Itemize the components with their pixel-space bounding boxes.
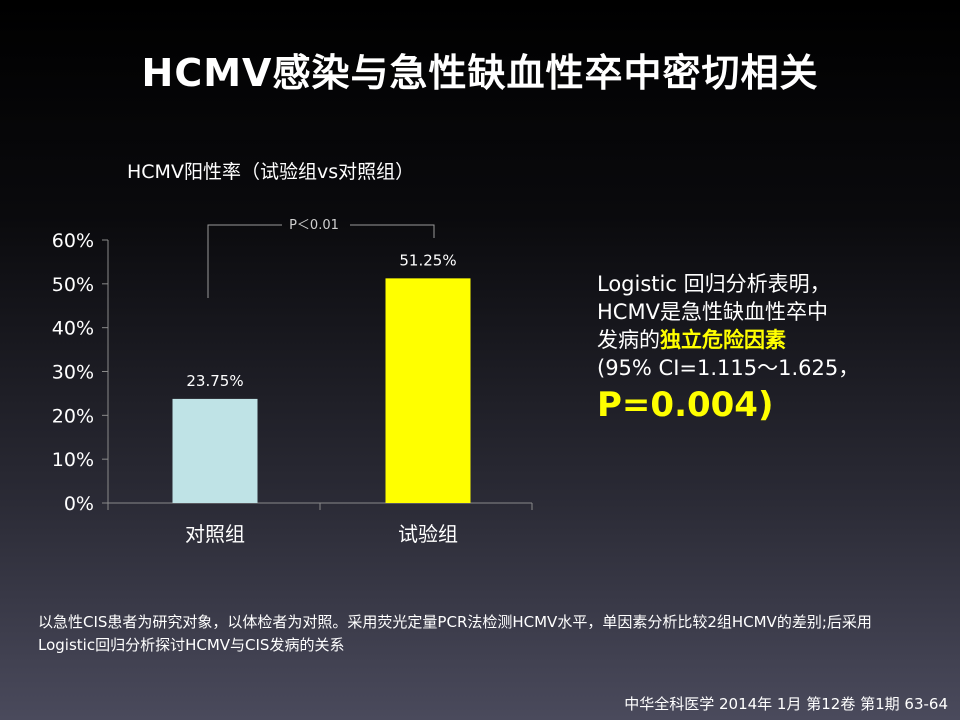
significance-bracket-left xyxy=(207,224,282,298)
finding-ci: (95% CI=1.115～1.625， xyxy=(597,356,860,380)
bar-value-label: 23.75% xyxy=(186,372,243,390)
y-tick-label: 30% xyxy=(52,362,94,384)
p-value: P=0.004) xyxy=(597,385,774,425)
bar-control xyxy=(172,398,258,503)
finding-line-3-prefix: 发病的 xyxy=(597,328,660,352)
bar-test xyxy=(385,278,471,503)
finding-line-2: HCMV是急性缺血性卒中 xyxy=(597,300,828,324)
x-category-label: 对照组 xyxy=(185,522,245,546)
y-tick-label: 40% xyxy=(52,318,94,340)
finding-line-1: Logistic 回归分析表明， xyxy=(597,272,831,296)
y-tick-label: 0% xyxy=(64,493,94,515)
finding-line-3: 发病的独立危险因素 xyxy=(597,326,937,354)
significance-annotation: P＜0.01 xyxy=(289,218,339,233)
finding-text: Logistic 回归分析表明， HCMV是急性缺血性卒中 发病的独立危险因素 … xyxy=(597,270,937,428)
citation-source: 中华全科医学 2014年 1月 第12卷 第1期 63-64 xyxy=(624,695,948,713)
method-description: 以急性CIS患者为研究对象，以体检者为对照。采用荧光定量PCR法检测HCMV水平… xyxy=(38,613,872,654)
chart-title: HCMV阳性率（试验组vs对照组） xyxy=(127,161,415,183)
y-tick-label: 60% xyxy=(52,230,94,252)
slide-title: HCMV感染与急性缺血性卒中密切相关 xyxy=(141,51,819,95)
bar-value-label: 51.25% xyxy=(399,251,456,269)
y-tick-label: 20% xyxy=(52,405,94,427)
y-tick-label: 10% xyxy=(52,449,94,471)
y-tick-label: 50% xyxy=(52,274,94,296)
risk-factor-highlight: 独立危险因素 xyxy=(660,328,786,352)
significance-bracket-right xyxy=(350,224,435,238)
x-category-label: 试验组 xyxy=(398,522,458,546)
